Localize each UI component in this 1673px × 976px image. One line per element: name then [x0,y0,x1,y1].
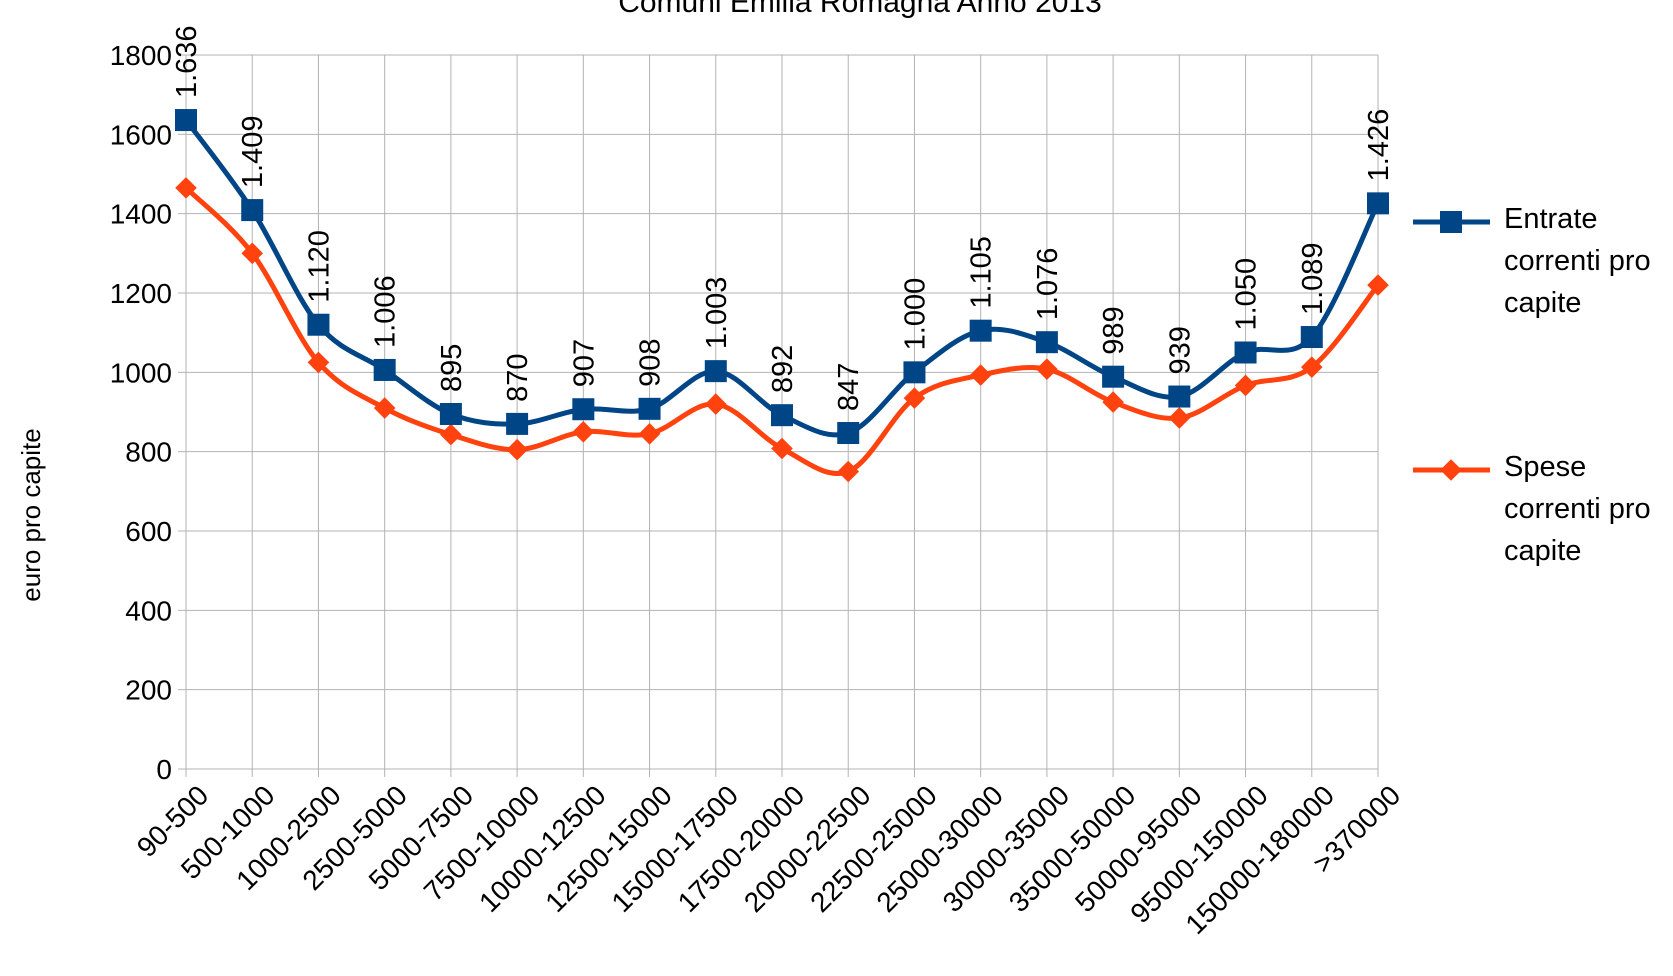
value-label: 1.089 [1297,242,1329,315]
marker [373,358,396,381]
y-tick-label: 1200 [110,278,172,309]
marker [307,351,330,374]
marker [638,397,661,420]
y-tick-label: 1400 [110,199,172,230]
marker [1102,391,1124,413]
marker [1036,358,1058,380]
marker [506,438,528,461]
y-tick-label: 400 [125,595,172,626]
marker [1102,365,1125,388]
marker [1300,326,1323,349]
legend-label: Spese correnti pro capite [1504,451,1651,567]
marker [572,398,595,421]
marker [241,242,264,265]
y-tick-label: 800 [125,437,172,468]
value-label: 1.426 [1363,109,1395,182]
marker [175,109,197,132]
marker [771,404,793,427]
marker [373,397,396,419]
value-label: 1.636 [171,25,203,98]
marker [1234,374,1257,397]
value-label: 892 [767,345,799,393]
marker [1234,341,1257,364]
value-label: 1.000 [899,278,931,351]
marker [440,423,462,446]
value-label: 989 [1098,306,1130,354]
value-label: 1.076 [1032,248,1064,321]
marker [241,199,264,222]
marker [572,421,595,443]
value-label: 1.120 [303,230,335,303]
marker [1168,385,1191,408]
marker [1440,211,1462,233]
y-tick-label: 1800 [110,40,172,71]
marker [1367,274,1389,296]
marker [704,393,727,415]
marker [903,387,926,409]
marker [307,313,330,336]
marker [837,460,860,483]
value-label: 1.105 [966,236,998,309]
value-label: 1.050 [1231,258,1263,331]
value-label: 895 [436,344,468,392]
marker [969,319,992,342]
value-label: 870 [502,354,534,402]
marker [1300,356,1323,378]
value-label: 1.006 [370,275,402,348]
y-axis-label: euro pro capite [16,428,46,601]
marker [903,361,926,384]
y-tick-label: 0 [156,754,172,785]
marker [638,423,661,445]
value-label: 847 [833,363,865,411]
y-tick-label: 600 [125,516,172,547]
marker [1168,407,1191,429]
marker [771,437,793,460]
y-tick-label: 200 [125,675,172,706]
marker [1035,331,1058,354]
y-tick-label: 1600 [110,119,172,150]
value-label: 1.003 [701,277,733,350]
y-tick-label: 1000 [110,357,172,388]
value-label: 1.409 [237,116,269,189]
value-label: 908 [635,338,667,386]
value-label: 939 [1164,326,1196,374]
value-label: 907 [568,339,600,387]
chart-title: Comuni Emilia Romagna Anno 2013 [618,0,1102,19]
marker [969,364,992,386]
marker [1440,459,1462,481]
marker [1367,192,1389,215]
marker [837,422,860,445]
marker [439,402,462,425]
marker [506,412,529,435]
marker [175,177,197,199]
marker [704,360,727,383]
legend-label: Entrate correnti pro capite [1504,203,1651,319]
